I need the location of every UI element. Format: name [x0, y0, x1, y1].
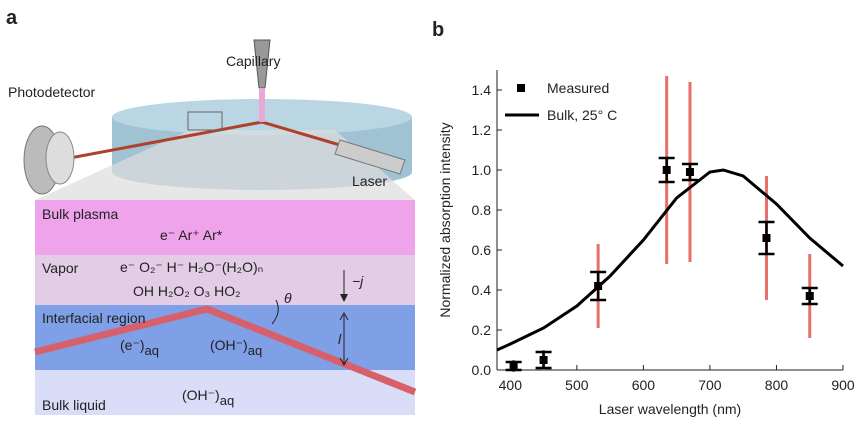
y-tick-label: 0.0	[472, 362, 492, 378]
apparatus	[23, 39, 415, 200]
current-label: −j	[352, 273, 364, 289]
species: (OH⁻)aq	[182, 387, 234, 408]
y-tick-label: 0.2	[472, 322, 492, 338]
x-tick-label: 500	[565, 377, 589, 393]
y-tick-label: 1.4	[472, 82, 492, 98]
layer-title: Bulk plasma	[42, 206, 118, 222]
photodetector-label: Photodetector	[8, 84, 96, 100]
layers	[34, 200, 417, 415]
point	[662, 166, 671, 174]
y-tick-label: 0.4	[472, 282, 492, 298]
layer-title: Bulk liquid	[42, 397, 106, 413]
laser-label: Laser	[352, 173, 387, 189]
point	[594, 282, 603, 290]
species: OH H₂O₂ O₃ HO₂	[133, 283, 241, 299]
point	[762, 234, 771, 242]
x-tick-label: 600	[632, 377, 656, 393]
legend-label: Measured	[547, 80, 609, 96]
y-tick-label: 0.8	[472, 202, 492, 218]
subscript: aq	[248, 343, 262, 358]
species: (OH⁻)aq	[210, 337, 262, 358]
y-axis-label: Normalized absorption intensity	[437, 122, 453, 317]
species: (e⁻)aq	[120, 337, 159, 358]
species-text: (OH⁻)	[182, 387, 220, 403]
legend-marker	[517, 84, 525, 92]
x-tick-label: 900	[831, 377, 855, 393]
y-tick-label: 0.6	[472, 242, 492, 258]
species-text: (e⁻)	[120, 337, 145, 353]
species: e⁻ Ar⁺ Ar*	[160, 227, 223, 243]
layer-title: Vapor	[42, 260, 79, 276]
length-label: l	[338, 331, 342, 347]
legend-label: Bulk, 25° C	[547, 107, 617, 123]
y-tick-label: 1.2	[472, 122, 492, 138]
panel-label: a	[6, 7, 18, 29]
y-tick-label: 1.0	[472, 162, 492, 178]
point	[509, 362, 518, 370]
point	[539, 356, 548, 364]
capillary-label: Capillary	[226, 53, 280, 69]
angle-label: θ	[284, 290, 292, 306]
x-tick-label: 400	[499, 377, 523, 393]
x-tick-label: 700	[698, 377, 722, 393]
panel-label: b	[432, 19, 444, 41]
layer-title: Interfacial region	[42, 310, 146, 326]
species: e⁻ O₂⁻ H⁻ H₂O⁻(H₂O)ₙ	[120, 259, 263, 275]
x-axis-label: Laser wavelength (nm)	[599, 401, 741, 417]
species-text: (OH⁻)	[210, 337, 248, 353]
bulk-curve	[496, 168, 844, 352]
x-tick-label: 800	[765, 377, 789, 393]
point	[685, 168, 694, 176]
point	[805, 292, 814, 300]
subscript: aq	[145, 343, 159, 358]
subscript: aq	[220, 393, 234, 408]
